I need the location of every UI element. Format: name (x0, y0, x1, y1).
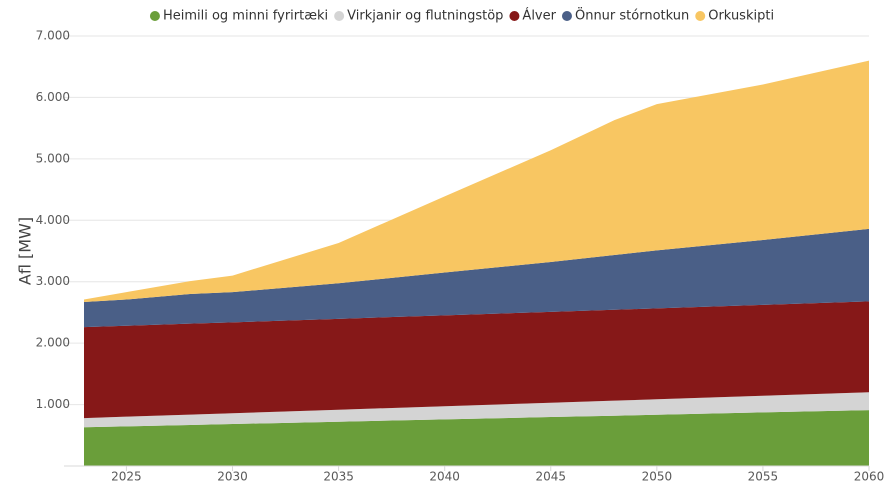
legend: Heimili og minni fyrirtæki Virkjanir og f… (149, 7, 774, 24)
legend-marker (695, 11, 706, 21)
y-tick-label: 1.000 (36, 397, 70, 411)
legend-label: Önnur stórnotkun (575, 7, 689, 24)
legend-marker (561, 11, 572, 21)
y-tick-label: 6.000 (36, 90, 70, 104)
y-tick-label: 3.000 (36, 274, 70, 288)
y-axis-title: Afl [MW] (16, 217, 35, 285)
x-tick-label: 2025 (111, 470, 142, 484)
y-tick-label: 7.000 (36, 29, 70, 43)
x-tick-label: 2060 (854, 470, 885, 484)
areas (84, 60, 869, 466)
legend-label: Heimili og minni fyrirtæki (163, 9, 328, 24)
legend-label: Álver (522, 8, 556, 24)
area (84, 60, 869, 302)
y-tick-label: 4.000 (36, 213, 70, 227)
legend-label: Virkjanir og flutningstöp (347, 9, 503, 24)
legend-marker (334, 11, 345, 21)
y-tick-label: 5.000 (36, 151, 70, 165)
legend-marker (509, 11, 520, 21)
area (84, 392, 869, 428)
area (84, 228, 869, 328)
x-tick-label: 2040 (429, 470, 460, 484)
x-tick-label: 2050 (642, 470, 673, 484)
x-tick-label: 2035 (323, 470, 354, 484)
x-tick-label: 2030 (217, 470, 248, 484)
x-tick-label: 2045 (535, 470, 566, 484)
area (84, 301, 869, 419)
y-tick-label: 2.000 (36, 336, 70, 350)
x-tick-label: 2055 (748, 470, 779, 484)
legend-label: Orkuskipti (708, 9, 774, 24)
legend-marker (149, 11, 160, 21)
area (84, 410, 869, 466)
